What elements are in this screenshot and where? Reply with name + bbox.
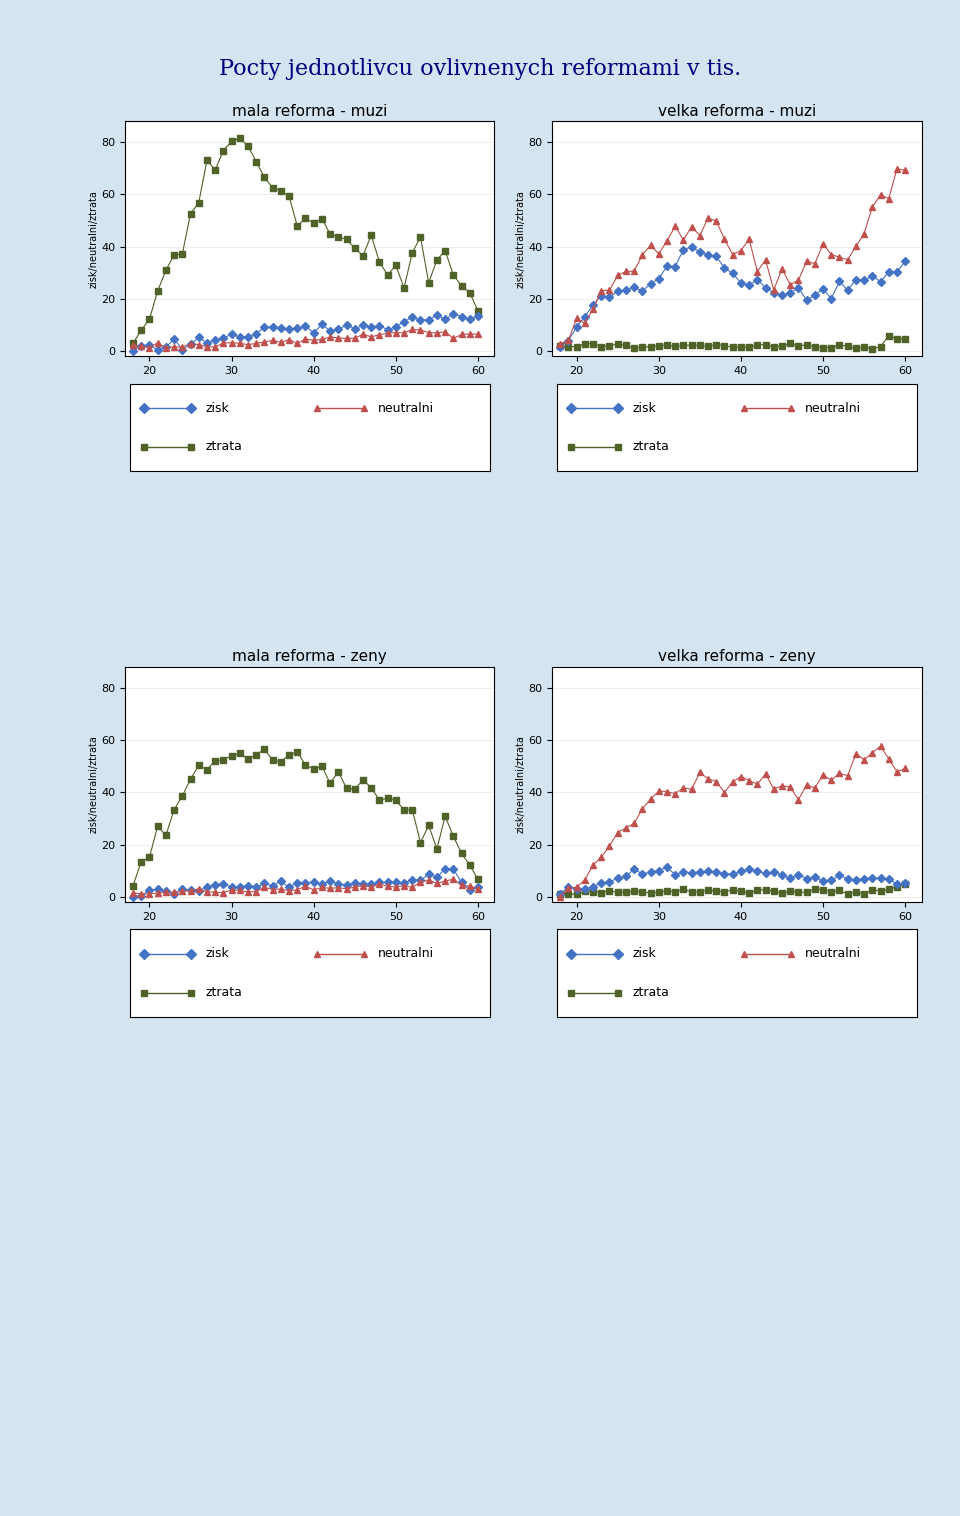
Text: ztrata: ztrata: [205, 440, 242, 453]
X-axis label: age: age: [298, 928, 322, 940]
Text: zisk: zisk: [205, 402, 228, 415]
Title: velka reforma - muzi: velka reforma - muzi: [658, 103, 816, 118]
Text: Pocty jednotlivcu ovlivnenych reformami v tis.: Pocty jednotlivcu ovlivnenych reformami …: [219, 58, 741, 80]
Title: mala reforma - zeny: mala reforma - zeny: [232, 649, 387, 664]
Title: velka reforma - zeny: velka reforma - zeny: [658, 649, 816, 664]
Text: neutralni: neutralni: [805, 948, 861, 961]
Y-axis label: zisk/neutralni/ztrata: zisk/neutralni/ztrata: [88, 735, 98, 834]
X-axis label: age: age: [725, 928, 749, 940]
Text: neutralni: neutralni: [805, 402, 861, 415]
Y-axis label: zisk/neutralni/ztrata: zisk/neutralni/ztrata: [88, 190, 98, 288]
Title: mala reforma - muzi: mala reforma - muzi: [232, 103, 387, 118]
Text: neutralni: neutralni: [378, 948, 434, 961]
Text: neutralni: neutralni: [378, 402, 434, 415]
X-axis label: age: age: [298, 382, 322, 394]
Text: zisk: zisk: [633, 402, 656, 415]
Y-axis label: zisk/neutralni/ztrata: zisk/neutralni/ztrata: [516, 190, 525, 288]
Text: zisk: zisk: [633, 948, 656, 961]
Text: ztrata: ztrata: [633, 985, 669, 999]
Text: zisk: zisk: [205, 948, 228, 961]
X-axis label: age: age: [725, 382, 749, 394]
Y-axis label: zisk/neutralni/ztrata: zisk/neutralni/ztrata: [516, 735, 525, 834]
Text: ztrata: ztrata: [205, 985, 242, 999]
Text: ztrata: ztrata: [633, 440, 669, 453]
